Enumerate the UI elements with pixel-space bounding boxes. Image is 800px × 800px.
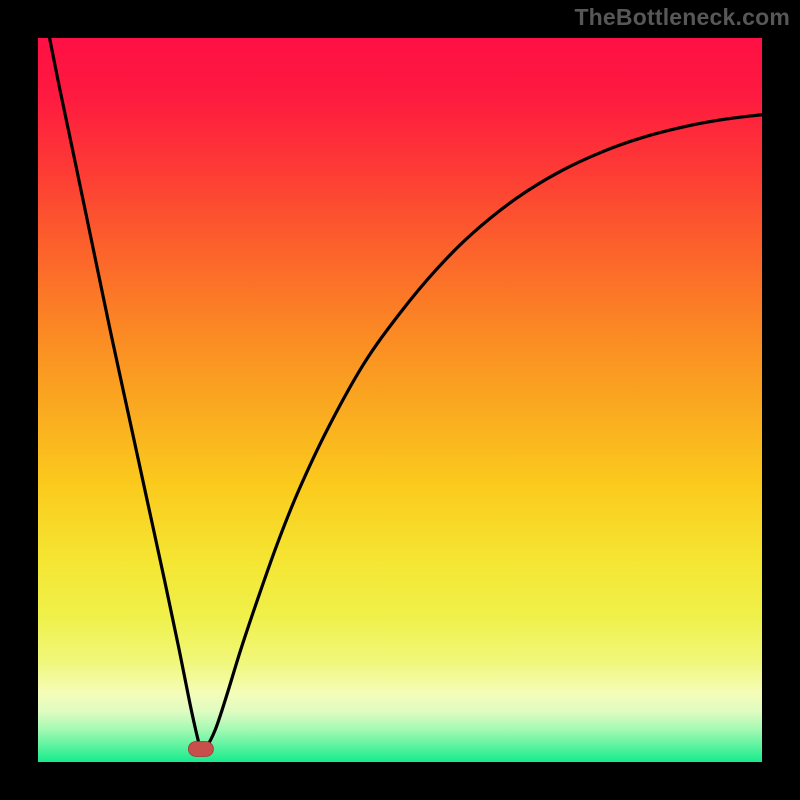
watermark-text: TheBottleneck.com [574, 4, 790, 31]
chart-canvas [0, 0, 800, 800]
optimal-point-marker [188, 741, 213, 756]
chart-background-gradient [38, 38, 762, 762]
chart-root: TheBottleneck.com [0, 0, 800, 800]
